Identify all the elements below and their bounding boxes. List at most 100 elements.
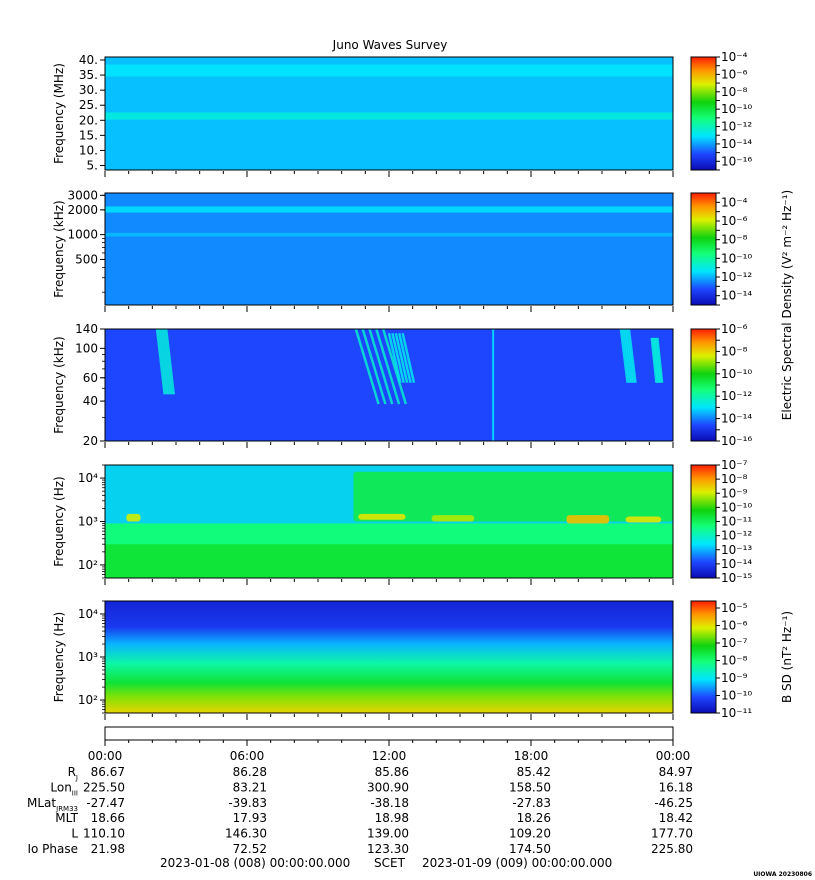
colorbar-tick-label: 10⁻⁶	[721, 619, 748, 633]
emission-band	[105, 523, 673, 545]
ephemeris-value: 158.50	[509, 780, 551, 794]
y-axis-label: Frequency (Hz)	[52, 612, 66, 703]
ephemeris-row-label: RJ	[68, 765, 78, 782]
ephemeris-value: 225.80	[651, 842, 693, 856]
ephemeris-value: 21.98	[91, 842, 125, 856]
emission-arc	[653, 337, 661, 383]
emission-arc	[621, 329, 631, 383]
ephemeris-value: 300.90	[367, 780, 409, 794]
ephemeris-value: 83.21	[233, 780, 267, 794]
ephemeris-value: 17.93	[233, 811, 267, 825]
colorbar-tick-label: 10⁻¹²	[721, 389, 752, 403]
spectrogram-features	[105, 64, 673, 120]
spectrogram-features	[105, 465, 673, 578]
y-tick-label: 25.	[79, 98, 98, 112]
figure-title: Juno Waves Survey	[332, 38, 448, 52]
footer-end-time: 2023-01-09 (009) 00:00:00.000	[422, 856, 612, 870]
y-axis-label: Frequency (MHz)	[52, 63, 66, 164]
colorbar-tick-label: 10⁻¹⁶	[721, 434, 752, 448]
colorbar-tick-label: 10⁻⁸	[721, 344, 748, 358]
emission-arc	[625, 329, 635, 383]
ephemeris-value: 177.70	[651, 827, 693, 841]
footer-scet-label: SCET	[374, 856, 406, 870]
colorbar-tick-label: 10⁻⁸	[721, 85, 748, 99]
colorbar-tick-label: 10⁻¹⁰	[721, 367, 752, 381]
spectrogram-features	[155, 329, 664, 441]
panel-frame	[104, 328, 674, 442]
bsd-colorbar-label: B SD (nT² Hz⁻¹)	[780, 611, 794, 703]
emission-arc	[651, 337, 660, 383]
ephemeris-row-label: MLT	[55, 811, 78, 825]
spectrogram-background	[105, 601, 673, 713]
y-tick-label: 15.	[79, 128, 98, 142]
y-axis-label: Frequency (Hz)	[52, 476, 66, 567]
y-tick-label: 40	[83, 394, 98, 408]
emission-arc	[401, 332, 416, 384]
y-tick-label: 2000	[67, 203, 98, 217]
emission-patch	[126, 513, 141, 522]
ephemeris-value: 18.66	[91, 811, 125, 825]
y-tick-label: 10²	[78, 558, 98, 572]
colorbar-tick-label: 10⁻¹¹	[721, 515, 752, 529]
y-tick-label: 20.	[79, 113, 98, 127]
credit-label: UIOWA 20230806	[753, 871, 812, 878]
y-axis-label: Frequency (kHz)	[52, 200, 66, 297]
emission-arc	[361, 329, 387, 405]
colorbar	[690, 328, 717, 442]
spectrogram-features	[105, 206, 673, 237]
time-tick-label: 06:00	[230, 749, 265, 763]
emission-arc	[619, 329, 629, 383]
ephemeris-value: -46.25	[654, 796, 693, 810]
colorbar-tick-label: 10⁻¹⁴	[721, 289, 752, 303]
ephemeris-value: 16.18	[659, 780, 693, 794]
ephemeris-value: 225.50	[83, 780, 125, 794]
colorbar	[690, 464, 717, 579]
y-tick-label: 30.	[79, 83, 98, 97]
ephemeris-row-label: LonIII	[50, 780, 78, 797]
emission-band	[105, 64, 673, 77]
panel-hfr-high: 5.10.15.20.25.30.35.40. Frequency (MHz) 10…	[52, 50, 752, 177]
y-tick-label: 10.	[79, 143, 98, 157]
emission-patch	[566, 515, 610, 524]
ephemeris-value: 123.30	[367, 842, 409, 856]
emission-arc	[155, 329, 166, 395]
ephemeris-value: -27.83	[512, 796, 551, 810]
emission-arc	[623, 329, 633, 383]
time-axis: 00:00 06:00 12:00 18:00 00:00	[88, 726, 690, 763]
ephemeris-value: -39.83	[228, 796, 267, 810]
emission-band	[105, 206, 673, 213]
colorbar-tick-label: 10⁻¹⁴	[721, 137, 752, 151]
ephemeris-value: 110.10	[83, 827, 125, 841]
y-tick-label: 10²	[78, 693, 98, 707]
colorbar-tick-label: 10⁻⁸	[721, 472, 748, 486]
panel-frame	[104, 56, 674, 171]
y-tick-label: 20	[83, 434, 98, 448]
emission-arc	[164, 329, 175, 395]
y-tick-label: 60	[83, 371, 98, 385]
emission-arc	[375, 329, 401, 405]
emission-patch	[358, 513, 406, 520]
colorbar-tick-label: 10⁻¹⁰	[721, 251, 752, 265]
panel-lfr-high: 20 40 60 100 140 Frequency (kHz) 10⁻¹⁶ 10⁻¹⁴ 10⁻…	[52, 322, 752, 448]
y-tick-label: 100	[75, 341, 98, 355]
colorbar-tick-label: 10⁻¹³	[721, 543, 752, 557]
panel-frame	[104, 192, 674, 306]
colorbar-tick-label: 10⁻¹¹	[721, 706, 752, 720]
colorbar-tick-label: 10⁻¹²	[721, 120, 752, 134]
ephemeris-value: 85.42	[517, 765, 551, 779]
electric-spectral-density-label: Electric Spectral Density (V² m⁻² Hz⁻¹)	[780, 190, 794, 420]
ephemeris-value: 18.98	[375, 811, 409, 825]
colorbar-tick-label: 10⁻¹²	[721, 529, 752, 543]
emission-arc	[656, 337, 664, 383]
ephemeris-value: -38.18	[370, 796, 409, 810]
emission-arc	[391, 332, 405, 384]
colorbar-tick-label: 10⁻¹²	[721, 270, 752, 284]
colorbar-tick-label: 10⁻¹⁵	[721, 571, 752, 585]
colorbar-tick-label: 10⁻⁶	[721, 67, 748, 81]
colorbar	[690, 56, 717, 171]
emission-arc	[394, 332, 409, 384]
colorbar-tick-label: 10⁻¹⁰	[721, 102, 752, 116]
colorbar-tick-label: 10⁻⁶	[721, 322, 748, 336]
